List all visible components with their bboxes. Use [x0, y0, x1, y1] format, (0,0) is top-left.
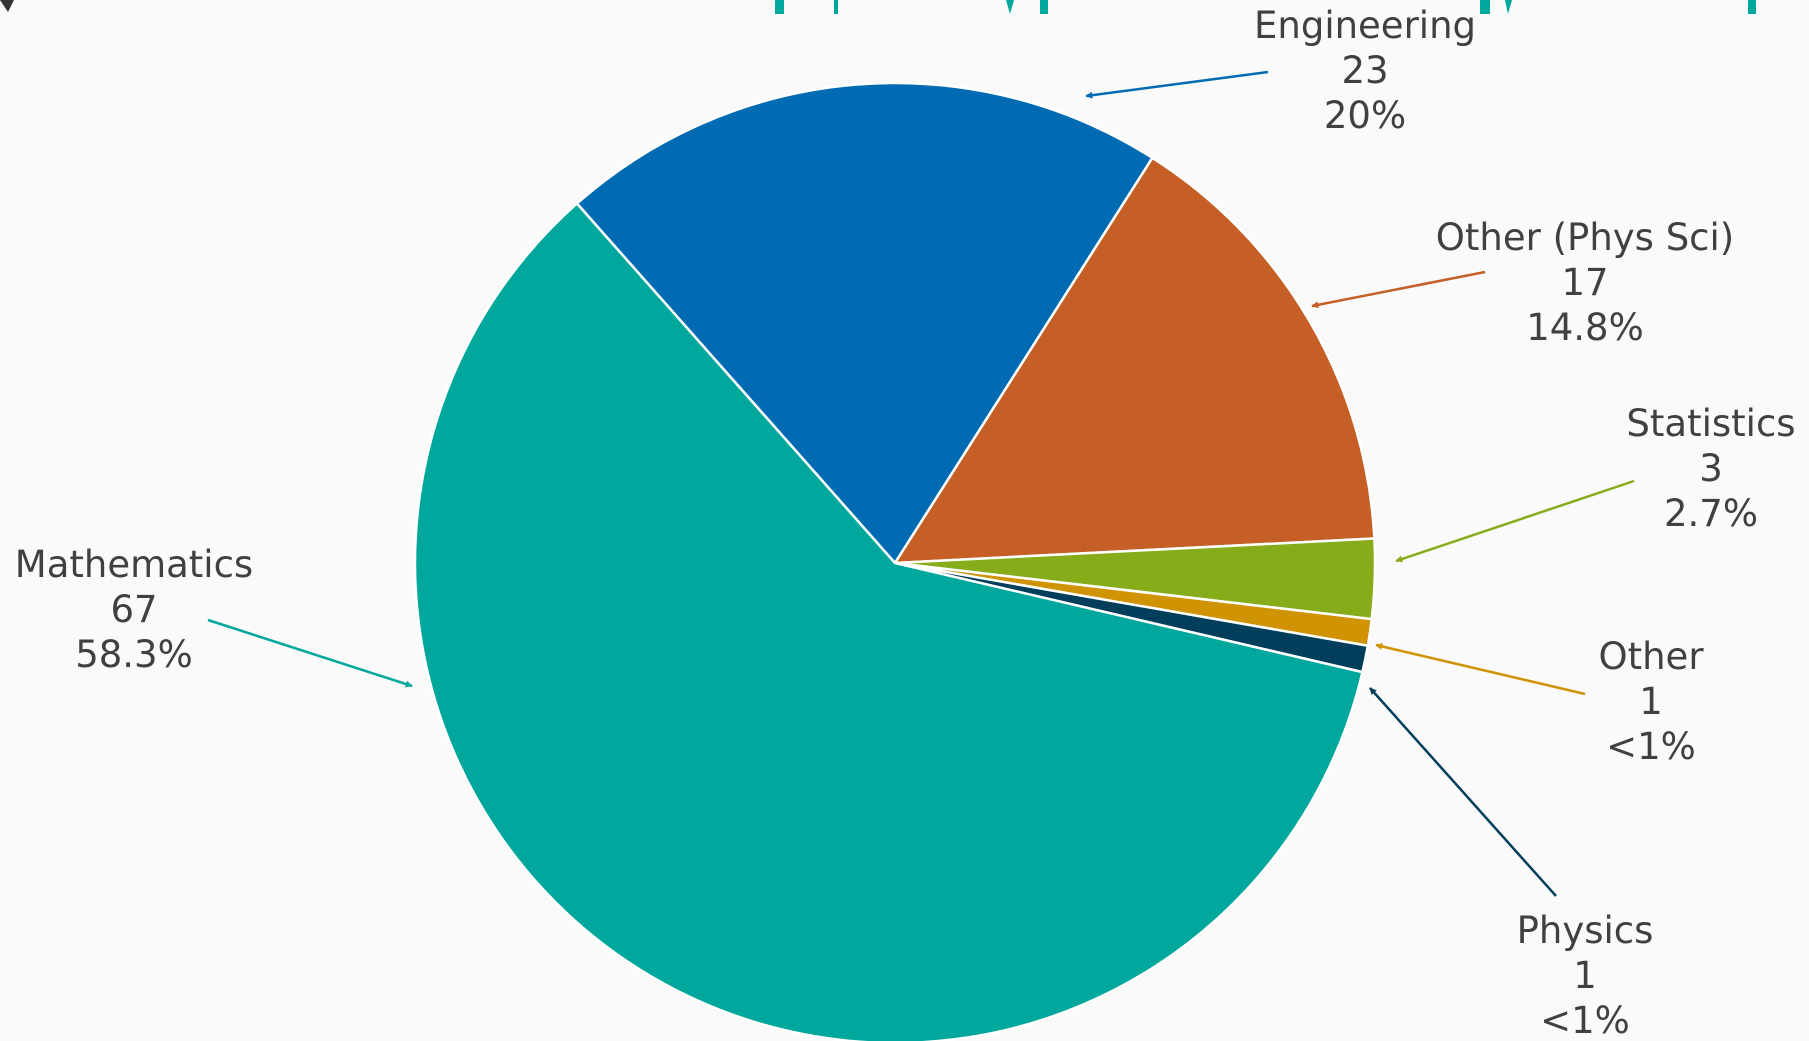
title-fragment-1	[775, 0, 784, 14]
slice-engineering	[575, 81, 1154, 565]
slice-other-phys-sci	[893, 156, 1376, 565]
title-fragment-5	[1480, 0, 1490, 14]
title-fragment-dark	[0, 0, 14, 12]
label-name-other: Other	[1598, 635, 1704, 678]
label-other: Other 1 <1%	[1598, 635, 1704, 768]
label-name-mathematics: Mathematics	[15, 543, 253, 586]
leader-physics	[1369, 687, 1557, 897]
label-percent-engineering: 20%	[1324, 94, 1406, 137]
label-name-physics: Physics	[1517, 909, 1654, 952]
title-fragment-4	[1040, 0, 1048, 14]
label-physics: Physics 1 <1%	[1517, 909, 1654, 1041]
label-name-engineering: Engineering	[1254, 4, 1476, 47]
label-percent-statistics: 2.7%	[1664, 492, 1758, 535]
cropped-title	[0, 0, 1756, 14]
label-mathematics: Mathematics 67 58.3%	[15, 543, 253, 676]
label-percent-physics: <1%	[1540, 999, 1630, 1041]
leader-engineering	[1085, 70, 1269, 99]
label-value-other: 1	[1639, 680, 1663, 723]
data-labels: Engineering 23 20% Other (Phys Sci) 17 14.8% S…	[15, 4, 1796, 1041]
label-value-statistics: 3	[1699, 447, 1723, 490]
title-fragment-2	[834, 0, 838, 14]
label-percent-mathematics: 58.3%	[75, 633, 193, 676]
label-value-mathematics: 67	[110, 588, 157, 631]
title-fragment-7	[1748, 0, 1756, 14]
label-percent-other-phys-sci: 14.8%	[1526, 306, 1644, 349]
label-value-engineering: 23	[1341, 49, 1388, 92]
leader-mathematics	[207, 618, 413, 688]
title-fragment-6	[1505, 0, 1512, 14]
leader-statistics	[1395, 479, 1635, 563]
leader-other	[1375, 643, 1586, 696]
label-value-other-phys-sci: 17	[1561, 261, 1608, 304]
label-name-other-phys-sci: Other (Phys Sci)	[1436, 216, 1735, 259]
label-other-phys-sci: Other (Phys Sci) 17 14.8%	[1436, 216, 1735, 349]
leader-lines	[207, 70, 1635, 897]
label-engineering: Engineering 23 20%	[1254, 4, 1476, 137]
title-fragment-3	[1006, 0, 1014, 14]
label-statistics: Statistics 3 2.7%	[1626, 402, 1795, 535]
leader-other-phys-sci	[1311, 270, 1486, 309]
label-percent-other: <1%	[1606, 725, 1696, 768]
label-name-statistics: Statistics	[1626, 402, 1795, 445]
slice-mathematics	[413, 202, 1364, 1041]
label-value-physics: 1	[1573, 954, 1597, 997]
pie-slices	[413, 81, 1377, 1041]
